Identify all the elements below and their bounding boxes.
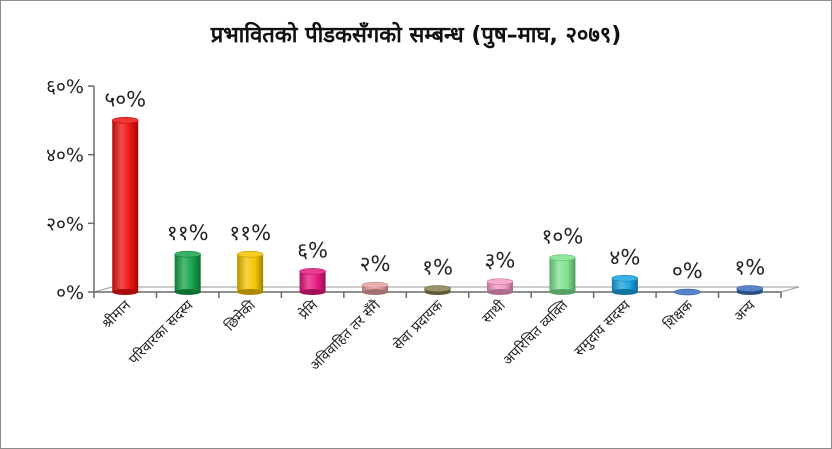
bar bbox=[237, 254, 264, 292]
bar bbox=[112, 120, 139, 292]
bar bbox=[299, 271, 326, 292]
bar-base bbox=[549, 289, 576, 295]
bar-base bbox=[237, 289, 264, 295]
category-label: छिमेकी bbox=[221, 297, 259, 335]
bar-base bbox=[486, 289, 513, 295]
bar-base bbox=[299, 289, 326, 295]
y-tick-label: ०% bbox=[56, 282, 84, 304]
y-tick-label: २०% bbox=[46, 213, 84, 235]
bar bbox=[549, 257, 576, 292]
bar-top bbox=[611, 274, 639, 282]
y-tick-label: ४०% bbox=[46, 145, 84, 167]
y-tick-label: ६०% bbox=[46, 76, 84, 98]
category-label: प्रेमि bbox=[295, 296, 322, 323]
floor-side-edge bbox=[780, 286, 800, 293]
bar-base bbox=[362, 289, 389, 295]
bar bbox=[611, 278, 638, 292]
bar-top bbox=[174, 250, 201, 258]
bar-base bbox=[112, 289, 139, 295]
bar-top bbox=[674, 288, 701, 296]
category-label: सेवा प्रदायक bbox=[390, 297, 447, 354]
category-label: समुदाय सदस्य bbox=[572, 297, 635, 360]
category-label: अपरिचित व्यक्ति bbox=[499, 296, 572, 369]
category-label: परिवारका सदस्य bbox=[125, 296, 197, 368]
data-label: ३% bbox=[485, 249, 516, 273]
bar-top bbox=[486, 278, 514, 286]
category-label: शिक्षक bbox=[660, 297, 696, 333]
data-label: १% bbox=[422, 256, 453, 280]
data-label: १०% bbox=[542, 225, 584, 249]
bar bbox=[362, 285, 389, 292]
bar-top bbox=[424, 285, 451, 292]
bar-top bbox=[299, 268, 326, 275]
bar bbox=[174, 254, 201, 292]
bar-top bbox=[549, 254, 576, 261]
floor-left-edge bbox=[93, 286, 113, 293]
category-label: श्रीमान bbox=[98, 297, 134, 333]
bar-top bbox=[736, 285, 764, 292]
chart-title: प्रभावितको पीडकसँगको सम्बन्ध (पुष–माघ, २… bbox=[210, 23, 622, 48]
bar-top bbox=[361, 281, 389, 289]
data-label: ०% bbox=[672, 259, 703, 283]
bar-top bbox=[236, 250, 264, 258]
data-label: ४% bbox=[609, 245, 640, 269]
data-label: ६% bbox=[297, 238, 328, 262]
bar-top bbox=[111, 117, 139, 124]
bar-base bbox=[174, 289, 201, 295]
data-label: ५०% bbox=[104, 87, 146, 111]
bar-base bbox=[611, 289, 638, 295]
data-label: १% bbox=[734, 256, 765, 280]
data-label: २% bbox=[360, 252, 391, 276]
category-label: अन्य bbox=[731, 297, 759, 325]
data-label: ११% bbox=[229, 221, 271, 245]
data-label: ११% bbox=[167, 221, 209, 245]
bar bbox=[486, 281, 513, 292]
category-label: साथी bbox=[479, 297, 509, 327]
